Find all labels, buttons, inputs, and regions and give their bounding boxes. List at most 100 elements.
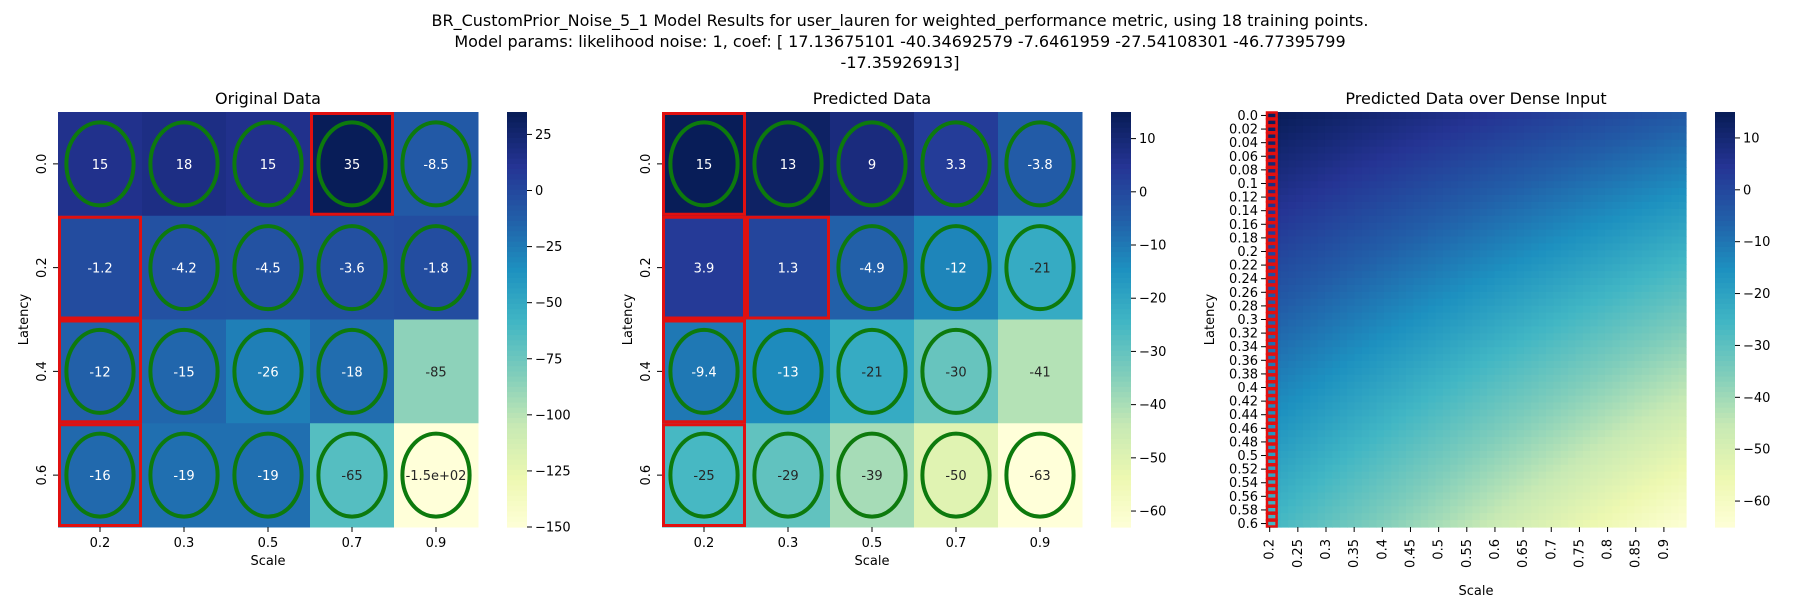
heatmap-cell	[1494, 112, 1503, 120]
heatmap-cell	[1627, 430, 1636, 438]
heatmap-cell	[1671, 354, 1680, 362]
heatmap-cell	[1546, 395, 1554, 404]
heatmap-cell	[998, 215, 1083, 320]
heatmap-cell	[1420, 347, 1429, 355]
heatmap-cell	[1339, 457, 1348, 466]
heatmap-cell	[1442, 361, 1451, 369]
heatmap-cell	[1428, 464, 1437, 473]
heatmap-cell	[1332, 506, 1341, 514]
heatmap-cell	[1546, 243, 1554, 251]
heatmap-cell	[1457, 139, 1466, 148]
heatmap-cell	[1472, 361, 1481, 369]
heatmap-cell	[1295, 450, 1304, 459]
heatmap-cell	[1450, 506, 1459, 514]
heatmap-cell	[1376, 139, 1385, 148]
heatmap-cell	[1553, 520, 1562, 528]
heatmap-cell	[1361, 278, 1370, 286]
heatmap-cell	[1479, 450, 1488, 459]
heatmap-cell	[1324, 125, 1333, 134]
heatmap-cell	[1369, 229, 1378, 238]
heatmap-cell	[1450, 367, 1459, 376]
colorbar-segment	[1715, 412, 1735, 419]
heatmap-cell	[1266, 291, 1274, 300]
heatmap-cell	[1383, 139, 1392, 148]
heatmap-cell	[1369, 492, 1378, 500]
heatmap-cell	[1597, 146, 1606, 155]
heatmap-cell	[1604, 215, 1613, 224]
heatmap-cell	[1302, 257, 1311, 265]
heatmap-cell	[1546, 132, 1554, 141]
heatmap-cell	[1310, 402, 1319, 411]
colorbar-tick-label: 25	[535, 128, 552, 143]
heatmap-cell	[1597, 492, 1606, 500]
heatmap-cell	[1457, 450, 1466, 459]
colorbar-segment	[1111, 501, 1131, 507]
heatmap-cell	[1509, 485, 1518, 494]
heatmap-cell	[1604, 395, 1613, 404]
heatmap-cell	[1678, 485, 1687, 494]
heatmap-cell	[1568, 361, 1577, 369]
heatmap-cell	[1582, 374, 1591, 383]
heatmap-cell	[1288, 367, 1297, 376]
heatmap-cell	[1538, 506, 1547, 514]
heatmap-cell	[1317, 340, 1326, 348]
heatmap-cell	[1428, 499, 1437, 507]
heatmap-cell	[1582, 430, 1591, 438]
heatmap-cell	[1383, 132, 1392, 141]
heatmap-cell	[1442, 409, 1451, 417]
heatmap-cell	[1560, 146, 1569, 155]
heatmap-cell	[1295, 340, 1304, 348]
cell-value-label: -1.2	[87, 262, 112, 277]
heatmap-cell	[1428, 132, 1437, 141]
heatmap-cell	[1472, 298, 1481, 307]
heatmap-cell	[1663, 340, 1672, 348]
heatmap-cell	[1494, 181, 1503, 189]
colorbar-segment	[1111, 132, 1131, 139]
heatmap-cell	[1413, 340, 1422, 348]
heatmap-cell	[1376, 291, 1385, 300]
heatmap-cell	[1420, 361, 1429, 369]
heatmap-cell	[1302, 409, 1311, 417]
heatmap-cell	[1575, 374, 1584, 383]
heatmap-cell	[1656, 118, 1665, 127]
heatmap-cell	[1494, 125, 1503, 134]
heatmap-cell	[1339, 520, 1348, 528]
heatmap-cell	[1597, 485, 1606, 494]
heatmap-cell	[1509, 333, 1518, 341]
heatmap-cell	[1398, 243, 1407, 251]
heatmap-cell	[1361, 402, 1370, 411]
heatmap-cell	[1487, 499, 1496, 507]
heatmap-cell	[1649, 492, 1658, 500]
heatmap-cell	[1641, 118, 1650, 127]
heatmap-cell	[1406, 423, 1414, 431]
heatmap-cell	[1383, 222, 1392, 231]
colorbar-segment	[1111, 444, 1131, 450]
heatmap-cell	[1582, 278, 1591, 286]
x-tick-label: 0.2	[90, 536, 111, 551]
heatmap-cell	[1420, 222, 1429, 231]
heatmap-cell	[1413, 132, 1422, 141]
heatmap-cell	[1479, 457, 1488, 466]
heatmap-cell	[1568, 506, 1577, 514]
heatmap-cell	[1347, 367, 1356, 376]
heatmap-cell	[1612, 485, 1621, 494]
heatmap-cell	[1523, 132, 1532, 141]
heatmap-cell	[1538, 125, 1547, 134]
heatmap-cell	[1582, 471, 1591, 480]
heatmap-cell	[1383, 347, 1392, 355]
heatmap-cell	[1538, 333, 1547, 341]
heatmap-cell	[1420, 457, 1429, 466]
heatmap-cell	[1501, 506, 1510, 514]
heatmap-cell	[1568, 236, 1577, 245]
colorbar-segment	[1111, 200, 1131, 206]
heatmap-cell	[1332, 513, 1341, 521]
heatmap-cell	[1383, 450, 1392, 459]
heatmap-cell	[1553, 278, 1562, 286]
heatmap-cell	[1678, 395, 1687, 404]
heatmap-cell	[1516, 160, 1525, 168]
heatmap-cell	[1671, 478, 1680, 487]
heatmap-cell	[1641, 326, 1650, 334]
heatmap-cell	[1442, 416, 1451, 424]
colorbar-segment	[507, 163, 527, 170]
heatmap-cell	[1369, 450, 1378, 459]
